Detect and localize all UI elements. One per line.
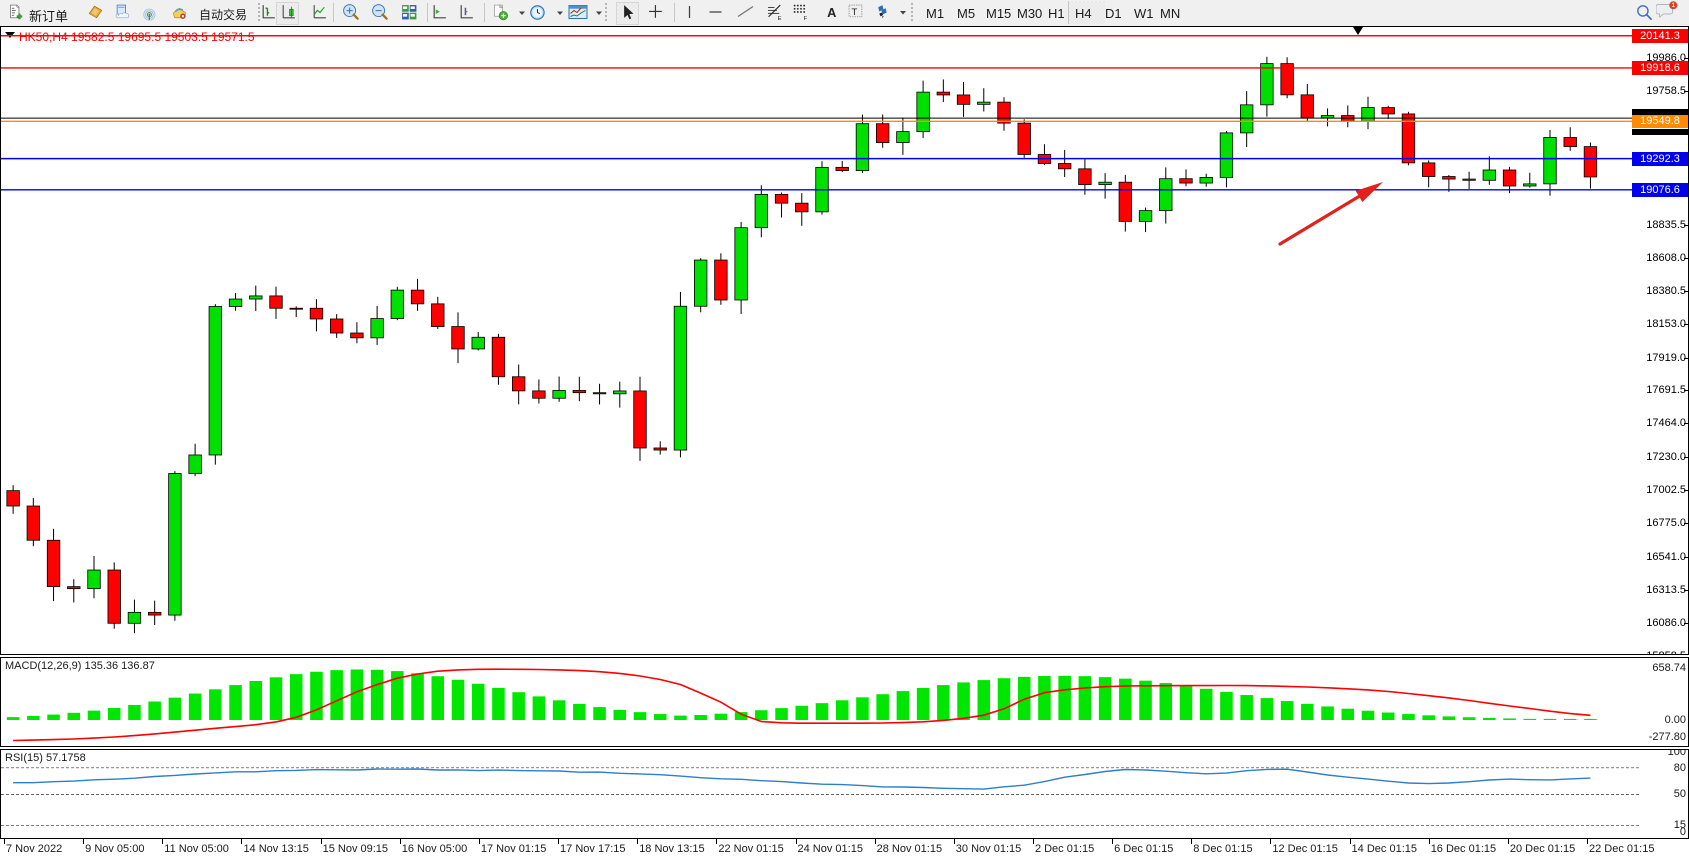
svg-text:T: T [852, 7, 858, 18]
svg-text:E: E [778, 16, 782, 21]
svg-text:F: F [804, 16, 808, 21]
svg-text:A: A [827, 5, 836, 20]
